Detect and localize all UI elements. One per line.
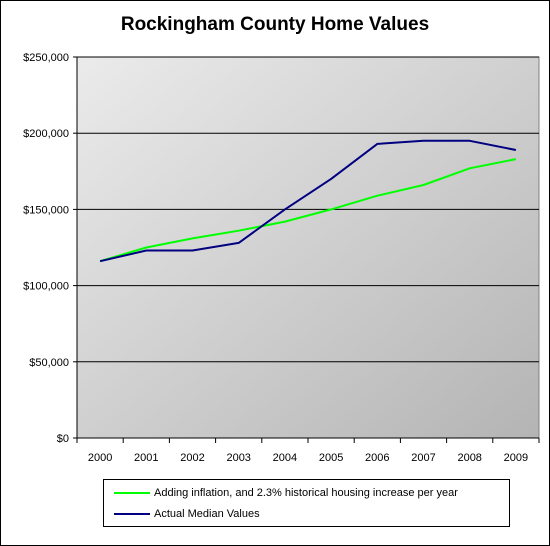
series-line-actual [99,139,517,263]
x-tick-label: 2001 [134,452,158,464]
legend-swatch-actual [114,513,150,515]
y-tick-label: $50,000 [29,357,69,369]
legend-item-actual: Actual Median Values [114,506,260,522]
x-tick-label: 2004 [273,452,297,464]
x-tick-label: 2006 [365,452,389,464]
y-tick-label: $0 [57,433,69,445]
series-line-inflation [99,158,517,263]
legend-label-inflation: Adding inflation, and 2.3% historical ho… [154,487,458,499]
x-tick-label: 2000 [88,452,112,464]
legend-swatch-inflation [114,492,150,494]
plot-area [76,56,540,439]
y-tick-label: $100,000 [23,281,69,293]
y-tick-label: $250,000 [23,52,69,64]
legend-label-actual: Actual Median Values [154,508,260,520]
y-tick-label: $200,000 [23,128,69,140]
x-tick-label: 2009 [504,452,528,464]
y-tick-label: $150,000 [23,204,69,216]
chart-title: Rockingham County Home Values [120,14,430,35]
x-tick-label: 2007 [411,452,435,464]
series-lines [99,139,517,263]
x-tick-label: 2002 [180,452,204,464]
legend: Adding inflation, and 2.3% historical ho… [103,479,510,527]
axes: $0 $50,000 $100,000 $150,000 $200,000 $250,00… [23,52,540,464]
gridlines [77,56,539,363]
x-tick-label: 2008 [457,452,481,464]
x-tick-label: 2005 [319,452,343,464]
x-tick-label: 2003 [226,452,250,464]
legend-item-inflation: Adding inflation, and 2.3% historical ho… [114,485,458,501]
